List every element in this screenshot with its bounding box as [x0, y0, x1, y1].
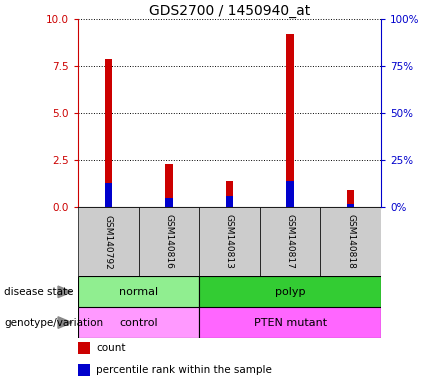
Text: count: count — [96, 343, 126, 353]
Bar — [78, 207, 139, 276]
Bar — [287, 181, 294, 207]
Bar — [260, 207, 320, 276]
Text: GSM140817: GSM140817 — [286, 215, 294, 269]
Bar — [78, 276, 199, 307]
Bar — [199, 207, 260, 276]
Polygon shape — [58, 286, 72, 298]
Bar — [199, 307, 381, 338]
Bar — [105, 59, 112, 207]
Bar — [165, 164, 172, 207]
Bar — [199, 276, 381, 307]
Bar — [347, 190, 354, 207]
Bar — [165, 198, 172, 207]
Text: genotype/variation: genotype/variation — [4, 318, 103, 328]
Text: PTEN mutant: PTEN mutant — [254, 318, 326, 328]
Bar — [287, 34, 294, 207]
Text: GSM140792: GSM140792 — [104, 215, 113, 269]
Bar — [347, 204, 354, 207]
Text: percentile rank within the sample: percentile rank within the sample — [96, 365, 272, 375]
Polygon shape — [58, 317, 72, 328]
Bar — [78, 364, 90, 376]
Text: GSM140818: GSM140818 — [346, 215, 355, 269]
Text: GSM140813: GSM140813 — [225, 215, 234, 269]
Bar — [226, 196, 233, 207]
Bar — [105, 183, 112, 207]
Bar — [320, 207, 381, 276]
Bar — [78, 307, 199, 338]
Bar — [226, 181, 233, 207]
Bar — [78, 342, 90, 354]
Bar — [139, 207, 199, 276]
Text: GSM140816: GSM140816 — [165, 215, 173, 269]
Text: disease state: disease state — [4, 287, 74, 297]
Text: control: control — [119, 318, 158, 328]
Title: GDS2700 / 1450940_at: GDS2700 / 1450940_at — [149, 4, 310, 18]
Text: normal: normal — [119, 287, 158, 297]
Text: polyp: polyp — [275, 287, 305, 297]
